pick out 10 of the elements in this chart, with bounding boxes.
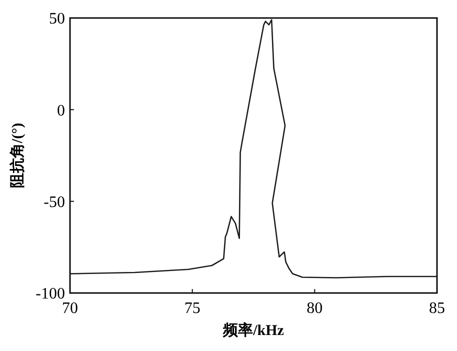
y-tick-label: 0 (57, 102, 65, 120)
x-tick-label: 85 (429, 300, 445, 317)
y-tick-label: -50 (44, 194, 65, 211)
x-tick-label: 75 (184, 300, 200, 317)
x-tick-label: 70 (62, 300, 78, 317)
x-tick-label: 80 (306, 300, 323, 317)
y-tick-label: -100 (36, 286, 65, 303)
y-tick-label: 50 (49, 10, 65, 28)
x-axis-title: 频率/kHz (222, 321, 284, 339)
y-axis-title: 阻抗角/(°) (9, 122, 26, 188)
